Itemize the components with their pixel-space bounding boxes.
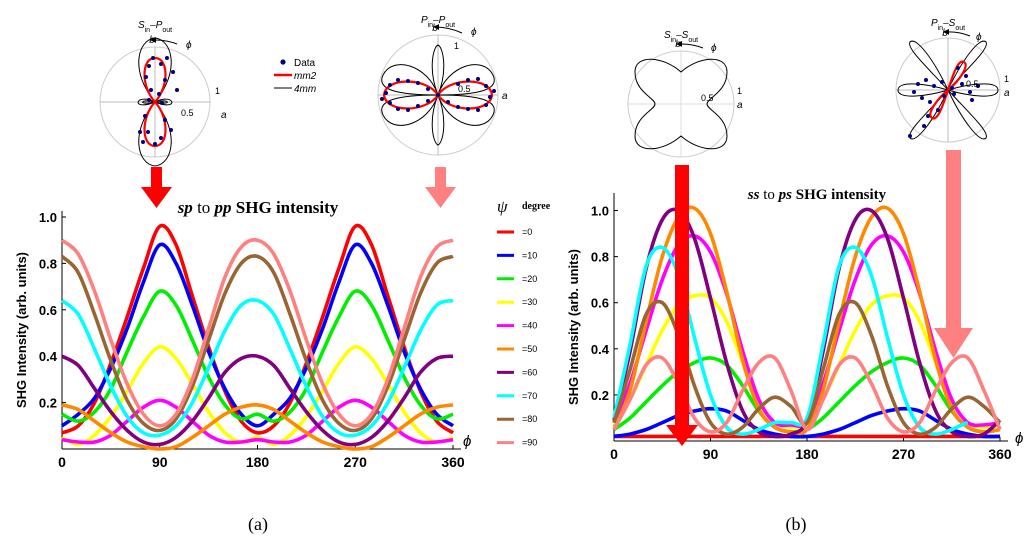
arrow-left-dark <box>141 167 172 208</box>
chart-b-plot: 0 90 180 270 360 0.2 0.4 0.6 0.8 1.0 <box>591 193 1012 462</box>
chart-b-ylabel: SHG Intensity (arb. units) <box>566 249 581 405</box>
polar-inset-sin-pout: b ϕ 1 a 0.5 Sin–Pout <box>99 20 227 167</box>
chart-b-title: ss to ps SHG intensity <box>747 187 887 203</box>
legend-label: =40 <box>522 321 537 331</box>
chart-a-ytick-label: 0.4 <box>39 349 58 364</box>
chart-a-series-50 <box>61 403 454 451</box>
chart-b-ytick-label: 1.0 <box>591 204 609 219</box>
axis-b-label: b <box>149 35 155 46</box>
chart-a-series-90 <box>60 238 454 428</box>
chart-b-ytick-label: 0.2 <box>591 388 609 403</box>
legend-label: =20 <box>522 274 537 284</box>
chart-b-ytick-label: 0.6 <box>591 296 609 311</box>
axis-b-label: b <box>675 39 681 50</box>
legend-label: =90 <box>522 438 537 448</box>
chart-a-ytick-label: 0.2 <box>39 396 57 411</box>
axis-b-label: b <box>942 28 948 39</box>
legend-header: degree <box>522 201 551 212</box>
arrow-right-dark <box>666 165 698 446</box>
inset-title: Sin–Pout <box>138 20 172 34</box>
fit-4mm-curve <box>634 58 728 150</box>
chart-a-ytick-label: 0.8 <box>39 256 57 271</box>
chart-a-ylabel: SHG Intensity (arb. units) <box>14 252 29 408</box>
legend-label: =30 <box>522 297 537 307</box>
chart-b-ytick-label: 0.4 <box>591 342 610 357</box>
data-points <box>380 77 496 112</box>
fit-mm2-curve <box>143 56 167 148</box>
chart-a-xtick-label: 180 <box>246 454 270 470</box>
legend-label: =70 <box>522 391 537 401</box>
chart-a-series-60 <box>61 353 454 447</box>
tick-1-label: 1 <box>737 86 742 96</box>
legend-psi-symbol: ψ <box>497 197 508 216</box>
phi-label: ϕ <box>976 32 982 43</box>
tick-05-label: 0.5 <box>966 79 979 89</box>
chart-b-xtick-label: 0 <box>610 446 618 462</box>
chart-a-ytick-label: 0.6 <box>39 303 57 318</box>
axis-a-label: a <box>502 91 508 102</box>
chart-a-series-20 <box>61 289 454 423</box>
chart-a-xtick-label: 270 <box>344 454 368 470</box>
chart-b-ytick-label: 0.8 <box>591 250 609 265</box>
legend-mm2-label: mm2 <box>294 71 317 82</box>
chart-b: 0 90 180 270 360 0.2 0.4 0.6 0.8 1.0 ss to ps SHG… <box>566 187 1023 462</box>
chart-a-series-10 <box>60 242 455 428</box>
inset-title: Sin–Sout <box>664 30 698 44</box>
chart-b-xtick-label: 90 <box>703 446 719 462</box>
chart-a-plot: 0 90 180 270 360 0.2 0.4 0.6 0.8 1.0 <box>39 210 465 470</box>
phi-label: ϕ <box>471 27 477 38</box>
inset-title: Pin–Sout <box>931 18 965 32</box>
legend-4mm-label: 4mm <box>294 84 316 95</box>
data-points <box>138 56 179 146</box>
chart-b-xtick-label: 270 <box>892 446 916 462</box>
panel-label-b: (b) <box>786 514 807 535</box>
chart-a: 0 90 180 270 360 0.2 0.4 0.6 0.8 1.0 sp to pp SHG… <box>14 198 471 470</box>
polar-inset-sin-sout: b ϕ 1 0.5 a Sin–Sout <box>627 30 743 158</box>
legend-label: =10 <box>522 250 537 260</box>
arrow-right-light <box>934 150 973 358</box>
chart-a-series-0 <box>61 223 455 435</box>
chart-b-xtick-label: 180 <box>795 446 819 462</box>
chart-a-series-70 <box>60 298 454 438</box>
chart-a-series-80 <box>60 254 454 433</box>
chart-b-series-70 <box>612 245 969 436</box>
axis-b-label: b <box>432 23 438 34</box>
polar-inset-pin-sout: b ϕ 1 0.5 a Pin–Sout <box>895 18 1010 143</box>
legend-items: =0 =10 =20 =30 =40 =50 =60 =70 =80 =90 <box>497 227 537 448</box>
tick-1-label: 1 <box>215 86 220 96</box>
chart-a-ytick-label: 1.0 <box>39 210 57 225</box>
legend-label: =60 <box>522 367 537 377</box>
tick-05-label: 0.5 <box>458 84 471 94</box>
axis-a-label: a <box>737 100 743 111</box>
chart-b-xlabel: ϕ <box>1015 430 1023 447</box>
chart-a-title: sp to pp SHG intensity <box>177 198 339 217</box>
chart-a-xtick-label: 90 <box>152 454 168 470</box>
tick-1-label: 1 <box>1004 74 1009 84</box>
legend: ψ degree =0 =10 =20 =30 =40 =50 =60 =70 =80 =90 <box>497 197 551 448</box>
fit-mm2-curve <box>929 60 967 120</box>
tick-05-label: 0.5 <box>701 93 714 103</box>
data-points <box>908 66 980 138</box>
legend-label: =0 <box>522 227 532 237</box>
tick-1-label: 1 <box>454 41 459 51</box>
chart-a-xtick-label: 360 <box>441 454 465 470</box>
chart-b-xtick-label: 360 <box>988 446 1012 462</box>
phi-label: ϕ <box>186 40 192 51</box>
polar-inset-pin-pout: b ϕ 1 0.5 a Pin–Pout <box>377 15 508 156</box>
data-marker-icon <box>280 59 286 65</box>
legend-label: =80 <box>522 414 537 424</box>
arrow-left-light <box>425 167 456 208</box>
panel-label-a: (a) <box>248 514 268 535</box>
axis-a-label: a <box>1004 88 1010 99</box>
tick-05-label: 0.5 <box>181 108 194 118</box>
inset-legend: Data mm2 4mm <box>274 58 317 95</box>
chart-a-xtick-label: 0 <box>58 454 66 470</box>
legend-label: =50 <box>522 344 537 354</box>
axis-a-label: a <box>221 110 227 121</box>
phi-label: ϕ <box>711 43 717 54</box>
inset-title: Pin–Pout <box>421 15 455 29</box>
legend-data-label: Data <box>294 58 316 69</box>
chart-a-xlabel: ϕ <box>463 433 471 450</box>
